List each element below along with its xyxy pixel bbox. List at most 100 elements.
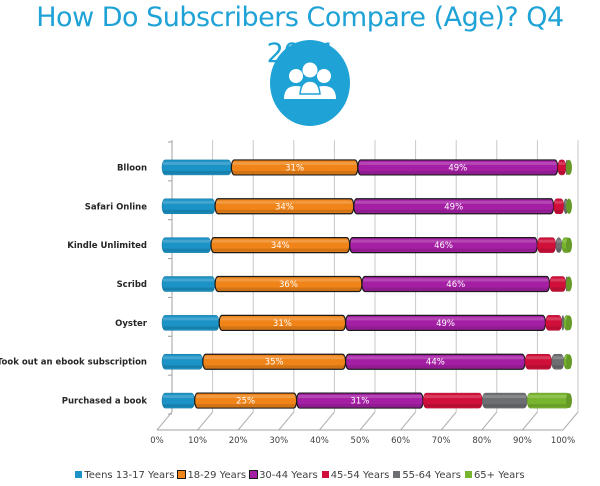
bar-highlight bbox=[163, 278, 215, 282]
x-tick-label: 60% bbox=[391, 436, 410, 446]
bar-highlight bbox=[546, 317, 561, 321]
people-group-icon bbox=[270, 40, 350, 126]
legend-swatch bbox=[393, 471, 401, 478]
bar-shadow bbox=[358, 170, 557, 174]
category-label: Purchased a book bbox=[62, 397, 148, 407]
floor-line bbox=[359, 411, 376, 431]
x-tick-label: 0% bbox=[150, 436, 164, 446]
bar-highlight bbox=[163, 356, 202, 360]
category-label: Took out an ebook subscription bbox=[0, 358, 147, 368]
tick-labels: 0% 10% 20% 30% 40% 50% 60% 70% 80% 90% 100% bbox=[150, 436, 575, 446]
bar-shadow bbox=[562, 248, 569, 252]
bar-highlight bbox=[354, 200, 553, 204]
bar-group bbox=[161, 237, 572, 254]
bar-shadow bbox=[558, 170, 565, 174]
bar-highlight bbox=[362, 278, 549, 282]
bar-end-cap bbox=[566, 237, 572, 253]
bar-highlight bbox=[556, 239, 561, 243]
bar-group bbox=[161, 353, 572, 370]
data-label: 34% bbox=[275, 202, 294, 212]
bars bbox=[161, 159, 572, 409]
x-tick-label: 100% bbox=[551, 436, 575, 446]
bar-shadow bbox=[538, 248, 555, 252]
category-label: Scribd bbox=[117, 280, 147, 290]
bar-highlight bbox=[526, 356, 551, 360]
bar-highlight bbox=[358, 161, 557, 165]
bar-shadow bbox=[350, 248, 537, 252]
legend-label: 45-54 Years bbox=[330, 470, 390, 481]
legend-swatch bbox=[75, 471, 83, 478]
bar-shadow bbox=[163, 209, 215, 213]
data-label: 36% bbox=[279, 280, 298, 290]
bar-end-cap bbox=[566, 354, 572, 370]
data-label: 25% bbox=[236, 397, 255, 407]
bar-group bbox=[161, 198, 572, 215]
bar-highlight bbox=[346, 356, 525, 360]
bar-highlight bbox=[483, 395, 527, 399]
data-label: 49% bbox=[436, 319, 455, 329]
bar-shadow bbox=[552, 365, 563, 369]
category-label: Kindle Unlimited bbox=[67, 241, 147, 251]
x-tick-label: 80% bbox=[472, 436, 491, 446]
legend-item: 65+ Years bbox=[464, 470, 525, 481]
bar-shadow bbox=[554, 209, 563, 213]
bar-shadow bbox=[216, 209, 353, 213]
category-labels: Blloon Safari Online Kindle Unlimited Scrib… bbox=[0, 163, 148, 406]
x-tick-label: 20% bbox=[229, 436, 248, 446]
bar-highlight bbox=[211, 239, 349, 243]
floor-line bbox=[278, 411, 295, 431]
bar-shadow bbox=[354, 209, 553, 213]
legend-label: 65+ Years bbox=[473, 470, 525, 481]
floor-line bbox=[197, 411, 213, 431]
bar-shadow bbox=[346, 326, 545, 330]
data-label: 46% bbox=[434, 241, 453, 251]
legend-swatch bbox=[464, 471, 472, 478]
legend-label: 18-29 Years bbox=[187, 470, 247, 481]
category-label: Oyster bbox=[115, 319, 148, 329]
bar-highlight bbox=[528, 395, 569, 399]
data-label: 35% bbox=[265, 358, 284, 368]
bar-highlight bbox=[297, 395, 423, 399]
x-tick-label: 70% bbox=[432, 436, 451, 446]
bar-group bbox=[161, 159, 572, 176]
bar-shadow bbox=[528, 404, 569, 408]
bar-shadow bbox=[424, 404, 482, 408]
bar-shadow bbox=[163, 248, 210, 252]
bar-highlight bbox=[424, 395, 482, 399]
bar-shadow bbox=[546, 326, 561, 330]
bar-end-cap bbox=[566, 159, 572, 175]
bar-shadow bbox=[203, 365, 345, 369]
x-tick-label: 10% bbox=[188, 436, 207, 446]
data-labels: 31% 49% 34% 49% 34% 46% 36% 46% 31% 49% 35% 44% 25% 3… bbox=[236, 163, 467, 406]
floor-line bbox=[319, 411, 335, 431]
legend-item: Teens 13-17 Years bbox=[75, 470, 174, 481]
bar-group bbox=[161, 392, 572, 409]
bar-shadow bbox=[556, 248, 561, 252]
legend-item: 18-29 Years bbox=[177, 470, 247, 481]
data-label: 31% bbox=[350, 397, 369, 407]
bar-highlight bbox=[163, 200, 215, 204]
bar-highlight bbox=[538, 239, 555, 243]
legend-item: 55-64 Years bbox=[393, 470, 461, 481]
bar-highlight bbox=[562, 239, 569, 243]
bar-highlight bbox=[203, 356, 345, 360]
bar-highlight bbox=[163, 317, 219, 321]
floor-line bbox=[522, 411, 538, 431]
category-label: Blloon bbox=[117, 163, 147, 173]
data-label: 34% bbox=[271, 241, 290, 251]
bar-group bbox=[161, 314, 572, 331]
bar-highlight bbox=[195, 395, 296, 399]
bar-highlight bbox=[220, 317, 345, 321]
floor-line bbox=[156, 411, 173, 431]
x-tick-label: 30% bbox=[269, 436, 288, 446]
data-label: 49% bbox=[448, 163, 467, 173]
bar-highlight bbox=[232, 161, 357, 165]
floor-line bbox=[481, 411, 498, 431]
bar-end-cap bbox=[566, 276, 572, 292]
bar-shadow bbox=[220, 326, 345, 330]
legend-label: Teens 13-17 Years bbox=[84, 470, 175, 481]
legend-item: 30-44 Years bbox=[249, 470, 318, 481]
bar-shadow bbox=[526, 365, 551, 369]
bar-shadow bbox=[346, 365, 525, 369]
floor-line bbox=[440, 411, 457, 431]
